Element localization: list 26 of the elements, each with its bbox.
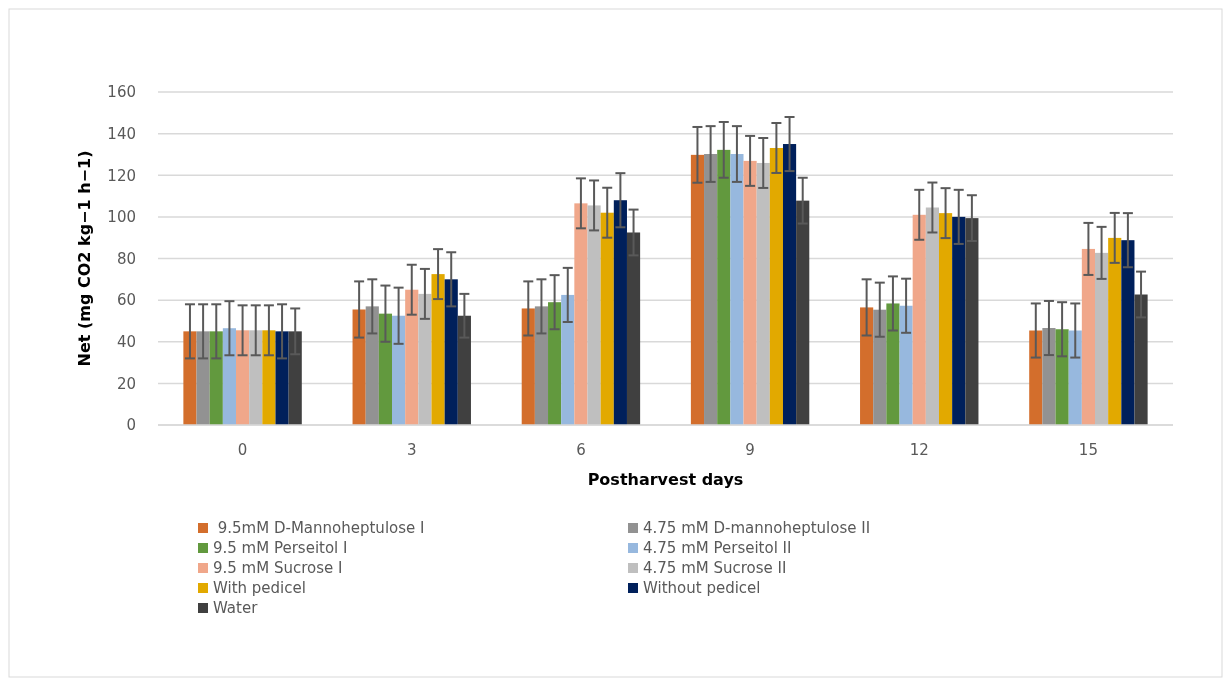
y-tick-label: 140	[107, 124, 136, 143]
y-tick-label: 20	[116, 374, 136, 393]
y-axis-title: Net (mg CO2 kg−1 h−1)	[75, 150, 94, 367]
legend-label: 9.5mM D-Mannoheptulose I	[213, 519, 425, 538]
legend-label: 9.5 mM Perseitol I	[213, 539, 348, 558]
legend-label: 4.75 mM D-mannoheptulose II	[643, 519, 871, 538]
x-tick-label: 3	[406, 441, 417, 459]
x-tick-label: 15	[1078, 441, 1098, 459]
legend-label: With pedicel	[213, 579, 306, 598]
x-axis-title: Postharvest days	[587, 470, 744, 489]
x-tick-label: 12	[909, 441, 929, 459]
x-tick-label: 6	[576, 441, 586, 459]
legend-label: 4.75 mM Sucrose II	[643, 559, 787, 578]
y-tick-label: 0	[126, 416, 136, 435]
y-tick-label: 40	[116, 333, 136, 351]
x-tick-label: 9	[745, 441, 755, 459]
y-tick-label: 80	[116, 249, 136, 268]
legend-label: 4.75 mM Perseitol II	[643, 539, 792, 558]
y-tick-label: 120	[107, 166, 136, 185]
legend-label: 9.5 mM Sucrose I	[213, 559, 343, 578]
legend-label: Without pedicel	[643, 579, 761, 598]
y-tick-label: 100	[107, 208, 136, 227]
x-tick-label: 0	[237, 441, 248, 459]
y-tick-label: 160	[107, 83, 136, 102]
y-tick-label: 60	[116, 291, 136, 310]
legend-label: Water	[213, 599, 259, 618]
